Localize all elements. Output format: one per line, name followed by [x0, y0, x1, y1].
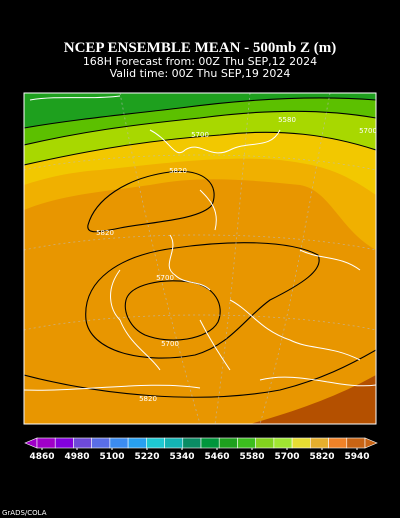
contour-label: 5700 [161, 340, 179, 348]
colorbar-label: 5580 [239, 452, 264, 462]
colorbar-box [291, 437, 311, 449]
colorbar-end [364, 437, 378, 449]
colorbar-box [200, 437, 220, 449]
colorbar-box [182, 437, 202, 449]
contour-label: 5700 [156, 274, 174, 282]
colorbar-box [146, 437, 165, 449]
colorbar-label: 4860 [29, 452, 54, 462]
field [24, 93, 376, 128]
colorbar-label: 5460 [204, 452, 229, 462]
contour-region [250, 375, 376, 424]
colorbar-box [346, 437, 366, 449]
contour-region [24, 349, 376, 424]
coastline [24, 95, 376, 391]
contour-line [24, 131, 376, 166]
colorbar-box [73, 437, 92, 449]
colorbar-box [109, 437, 129, 449]
colorbar-label: 5940 [344, 452, 369, 462]
contour-region [85, 242, 320, 359]
colorbar-label: 5220 [134, 452, 159, 462]
contour-region [124, 280, 221, 341]
colorbar-box [273, 437, 293, 449]
contour-label: 5580 [278, 116, 296, 124]
colorbar-box [237, 437, 256, 449]
colorbar: 4860 4980 5100 5220 5340 5460 5580 5700 5820 5940 [24, 437, 378, 462]
contour-label: 5700 [359, 127, 377, 135]
credit: GrADS/COLA [2, 509, 47, 517]
colorbar-box [54, 437, 74, 449]
contour-label: 5820 [169, 167, 187, 175]
colorbar-box [218, 437, 238, 449]
colorbar-label: 5700 [274, 452, 299, 462]
title: NCEP ENSEMBLE MEAN - 500mb Z (m) [64, 40, 337, 56]
contour-line [24, 97, 376, 129]
colorbar-box [328, 437, 348, 449]
map: 5700 5580 5700 5820 5820 5700 5700 5820 [23, 92, 377, 425]
colorbar-box [127, 437, 147, 449]
colorbar-label: 5820 [309, 452, 334, 462]
colorbar-label: 5340 [169, 452, 194, 462]
contour-line [24, 110, 376, 146]
colorbar-box [36, 437, 56, 449]
colorbar-box [91, 437, 111, 449]
colorbar-label: 4980 [64, 452, 89, 462]
contour-label: 5820 [139, 395, 157, 403]
subtitle: 168H Forecast from: 00Z Thu SEP,12 2024 [83, 55, 317, 68]
contour-label: 5700 [191, 131, 209, 139]
contour-label: 5820 [96, 229, 114, 237]
map-frame [23, 92, 377, 425]
graticule [24, 93, 376, 424]
colorbar-label: 5100 [99, 452, 124, 462]
colorbar-box [310, 437, 329, 449]
colorbar-box [164, 437, 184, 449]
subtitle: Valid time: 00Z Thu SEP,19 2024 [110, 67, 291, 80]
colorbar-box [255, 437, 275, 449]
